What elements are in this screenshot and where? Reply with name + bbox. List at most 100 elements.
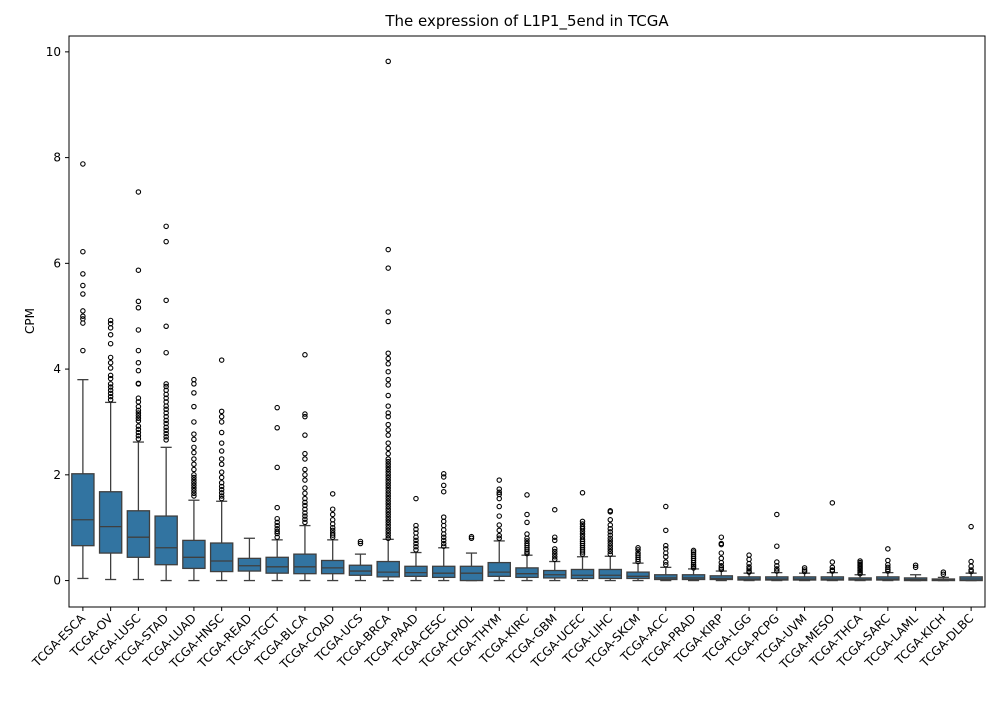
outlier-point (302, 485, 308, 491)
outlier-point (385, 432, 391, 438)
box-iqr (154, 515, 178, 566)
outlier-point (774, 568, 780, 574)
outlier-point (302, 456, 308, 462)
outlier-point (163, 323, 169, 330)
outlier-point (135, 395, 142, 401)
outlier-point (385, 376, 391, 383)
outlier-point (135, 426, 142, 433)
outlier-point (329, 524, 336, 531)
box-iqr (376, 560, 400, 578)
outlier-point (440, 482, 447, 489)
outlier-point (218, 456, 225, 462)
outlier-point (385, 392, 391, 399)
outlier-point (302, 519, 308, 526)
outlier-point (329, 521, 336, 527)
outlier-point (163, 238, 169, 245)
outlier-point (774, 566, 780, 572)
box-group (848, 558, 872, 582)
outlier-point (690, 559, 697, 566)
outlier-point (80, 313, 86, 319)
outlier-point (191, 472, 197, 478)
y-tick-label: 6 (53, 256, 61, 270)
box-iqr (182, 539, 206, 570)
outlier-point (191, 466, 197, 473)
outlier-point (107, 331, 114, 338)
outlier-point (496, 503, 502, 510)
outlier-point (385, 511, 391, 518)
outlier-point (302, 516, 308, 522)
outlier-point (552, 551, 558, 557)
outlier-point (524, 550, 530, 557)
outlier-point (635, 558, 641, 565)
outlier-point (607, 546, 614, 552)
outlier-point (163, 383, 169, 390)
outlier-point (191, 431, 197, 437)
outlier-point (718, 541, 725, 548)
box-iqr (681, 574, 706, 581)
outlier-point (385, 382, 391, 388)
outlier-point (940, 571, 947, 577)
outlier-point (191, 485, 197, 491)
outlier-point (107, 393, 114, 400)
outlier-point (496, 535, 502, 542)
outlier-point (385, 368, 391, 375)
outlier-point (163, 434, 169, 440)
box-group (376, 58, 400, 582)
y-axis-label: CPM (23, 308, 37, 334)
outlier-point (885, 568, 891, 574)
outlier-point (302, 499, 308, 506)
outlier-point (579, 526, 586, 532)
outlier-point (607, 509, 614, 515)
outlier-point (746, 560, 752, 567)
box-group (543, 506, 567, 582)
outlier-point (163, 413, 169, 420)
outlier-point (413, 526, 419, 533)
outlier-point (135, 359, 142, 366)
outlier-point (385, 350, 391, 356)
outlier-point (496, 486, 502, 492)
outlier-point (385, 498, 391, 505)
outlier-point (524, 519, 530, 526)
chart-title: The expression of L1P1_5end in TCGA (384, 12, 669, 31)
outlier-point (135, 418, 142, 424)
outlier-point (496, 513, 502, 519)
outlier-point (385, 535, 391, 542)
outlier-point (107, 325, 114, 331)
outlier-point (496, 489, 502, 496)
outlier-point (191, 436, 197, 443)
outlier-point (385, 487, 391, 494)
outlier-point (135, 327, 142, 333)
box-group (709, 534, 734, 582)
box-group (265, 404, 289, 582)
box-iqr (515, 567, 539, 579)
outlier-point (718, 563, 725, 569)
box-group (737, 552, 761, 582)
outlier-point (552, 554, 558, 560)
outlier-point (302, 466, 308, 473)
outlier-point (107, 372, 114, 379)
outlier-point (801, 565, 808, 571)
outlier-point (163, 410, 169, 416)
box-group (792, 565, 817, 582)
outlier-point (274, 528, 280, 535)
outlier-point (663, 527, 669, 534)
outlier-point (302, 352, 308, 358)
outlier-point (218, 474, 225, 481)
outlier-point (191, 482, 197, 489)
box-iqr (209, 542, 234, 573)
outlier-point (80, 291, 86, 297)
outlier-point (663, 559, 669, 565)
outlier-point (191, 490, 197, 497)
box-iqr (320, 559, 345, 575)
outlier-point (135, 415, 142, 422)
outlier-point (191, 477, 197, 483)
outlier-point (579, 490, 586, 496)
outlier-point (218, 483, 225, 490)
outlier-point (829, 559, 836, 565)
outlier-point (302, 411, 308, 417)
outlier-point (218, 469, 225, 475)
outlier-point (329, 511, 336, 518)
outlier-point (663, 554, 669, 560)
outlier-point (801, 568, 808, 575)
outlier-point (80, 248, 86, 255)
